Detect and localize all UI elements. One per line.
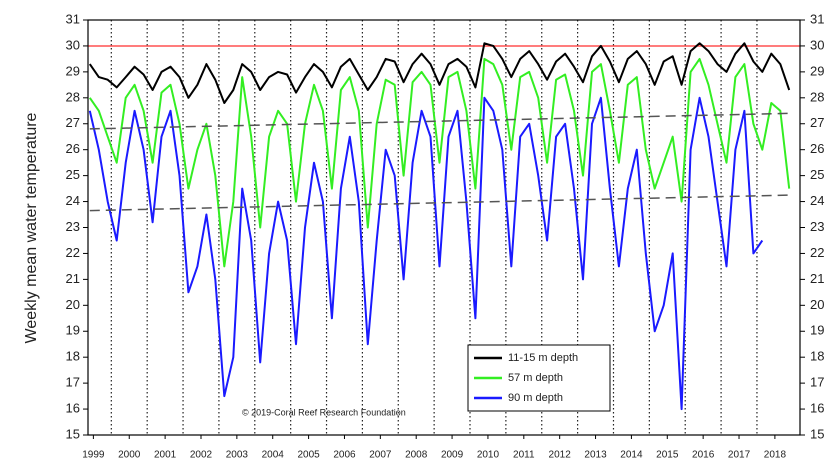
- y2-tick-label: 23: [810, 219, 824, 234]
- y-tick-label: 31: [66, 11, 80, 26]
- y2-tick-label: 29: [810, 63, 824, 78]
- y2-tick-label: 30: [810, 37, 824, 52]
- y2-tick-label: 20: [810, 297, 824, 312]
- x-tick-label: 2017: [728, 450, 751, 461]
- legend-label: 57 m depth: [508, 372, 563, 384]
- y-tick-label: 16: [66, 401, 80, 416]
- series-line: [88, 42, 791, 104]
- y-tick-label: 23: [66, 219, 80, 234]
- y2-tick-label: 19: [810, 323, 824, 338]
- x-tick-label: 2013: [584, 450, 607, 461]
- x-tick-label: 2005: [297, 450, 320, 461]
- x-tick-label: 2014: [620, 450, 643, 461]
- x-tick-label: 2010: [477, 450, 500, 461]
- series-line: [88, 96, 764, 411]
- x-tick-label: 2018: [764, 450, 787, 461]
- x-tick-label: 2007: [369, 450, 392, 461]
- y2-tick-label: 16: [810, 401, 824, 416]
- y2-tick-label: 15: [810, 426, 824, 441]
- y2-tick-label: 28: [810, 89, 824, 104]
- y2-tick-label: 27: [810, 115, 824, 130]
- y-tick-label: 28: [66, 89, 80, 104]
- legend-label: 90 m depth: [508, 392, 563, 404]
- y2-tick-label: 22: [810, 245, 824, 260]
- legend-label: 11-15 m depth: [508, 352, 578, 364]
- trend-line: [89, 194, 790, 212]
- y2-tick-label: 18: [810, 349, 824, 364]
- x-tick-label: 2016: [692, 450, 715, 461]
- y-tick-label: 30: [66, 37, 80, 52]
- y2-tick-label: 17: [810, 375, 824, 390]
- x-tick-label: 2009: [441, 450, 464, 461]
- y2-tick-label: 21: [810, 271, 824, 286]
- x-tick-label: 2006: [333, 450, 356, 461]
- y2-tick-label: 25: [810, 167, 824, 182]
- x-tick-label: 2003: [226, 450, 249, 461]
- plot-frame: [87, 19, 801, 436]
- x-tick-label: 2002: [190, 450, 213, 461]
- y-tick-label: 20: [66, 297, 80, 312]
- x-tick-label: 2008: [405, 450, 428, 461]
- y-tick-label: 25: [66, 167, 80, 182]
- x-tick-label: 2011: [513, 450, 535, 461]
- copyright-note: © 2019-Coral Reef Research Foundation: [242, 407, 406, 417]
- series-line: [88, 57, 791, 268]
- y2-tick-label: 26: [810, 141, 824, 156]
- x-tick-label: 2001: [154, 450, 177, 461]
- x-tick-label: 1999: [82, 450, 105, 461]
- y-tick-label: 15: [66, 426, 80, 441]
- x-tick-label: 2004: [262, 450, 285, 461]
- y-tick-label: 17: [66, 375, 80, 390]
- y-tick-label: 18: [66, 349, 80, 364]
- x-tick-label: 2015: [656, 450, 679, 461]
- y-tick-label: 27: [66, 115, 80, 130]
- y2-tick-label: 31: [810, 11, 824, 26]
- y-tick-label: 22: [66, 245, 80, 260]
- y-tick-label: 26: [66, 141, 80, 156]
- y-axis-label: Weekly mean water temperature: [23, 112, 40, 343]
- trend-line: [89, 112, 790, 130]
- x-tick-label: 2012: [549, 450, 572, 461]
- x-tick-label: 2000: [118, 450, 141, 461]
- y-tick-label: 24: [66, 193, 80, 208]
- y2-tick-label: 24: [810, 193, 824, 208]
- y-tick-label: 29: [66, 63, 80, 78]
- y-tick-label: 21: [66, 271, 80, 286]
- legend-box: [467, 344, 611, 412]
- y-tick-label: 19: [66, 323, 80, 338]
